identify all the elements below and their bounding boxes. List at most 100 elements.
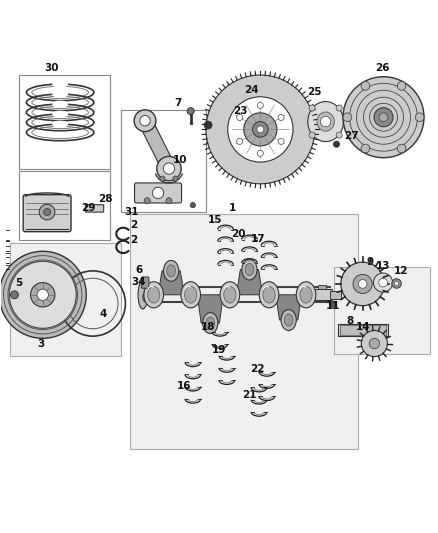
Polygon shape — [197, 295, 223, 323]
Text: 29: 29 — [81, 203, 95, 213]
Polygon shape — [158, 271, 184, 295]
Circle shape — [369, 338, 380, 349]
Bar — [121, 110, 206, 212]
Text: 30: 30 — [44, 63, 59, 74]
Bar — [330, 291, 341, 298]
Text: 13: 13 — [376, 261, 391, 271]
Circle shape — [257, 102, 263, 109]
Circle shape — [397, 144, 406, 153]
Bar — [318, 285, 326, 289]
Ellipse shape — [296, 282, 316, 308]
Circle shape — [152, 187, 164, 199]
Text: 34: 34 — [131, 277, 146, 287]
Ellipse shape — [181, 282, 201, 308]
Circle shape — [343, 77, 424, 158]
Circle shape — [341, 262, 385, 305]
Bar — [338, 324, 388, 336]
Ellipse shape — [242, 259, 257, 280]
Text: 9: 9 — [367, 257, 374, 267]
Polygon shape — [276, 295, 302, 320]
Circle shape — [333, 141, 339, 147]
Text: 23: 23 — [233, 106, 247, 116]
Bar — [19, 75, 110, 168]
Circle shape — [379, 113, 388, 122]
Circle shape — [9, 261, 76, 328]
Ellipse shape — [53, 92, 67, 96]
Text: 17: 17 — [251, 234, 265, 244]
Ellipse shape — [53, 102, 67, 107]
Wedge shape — [206, 75, 315, 184]
Ellipse shape — [284, 314, 293, 326]
Circle shape — [44, 208, 50, 215]
Ellipse shape — [245, 263, 254, 276]
Ellipse shape — [138, 281, 148, 309]
Text: 1: 1 — [229, 203, 236, 213]
Text: 14: 14 — [356, 322, 371, 333]
Circle shape — [160, 176, 165, 181]
Circle shape — [321, 116, 331, 127]
Circle shape — [361, 330, 388, 357]
Circle shape — [309, 105, 315, 111]
Circle shape — [39, 204, 55, 220]
Circle shape — [374, 273, 392, 292]
Bar — [19, 171, 110, 240]
Circle shape — [134, 110, 156, 132]
Text: 21: 21 — [242, 390, 257, 400]
Text: 31: 31 — [125, 207, 139, 217]
Text: 10: 10 — [173, 155, 187, 165]
Ellipse shape — [53, 112, 67, 116]
Text: 7: 7 — [174, 98, 181, 108]
Circle shape — [237, 139, 243, 144]
FancyBboxPatch shape — [141, 277, 149, 288]
Circle shape — [163, 163, 175, 174]
Text: 2: 2 — [131, 235, 138, 245]
Text: 15: 15 — [208, 215, 222, 225]
Circle shape — [257, 150, 263, 156]
Circle shape — [253, 122, 268, 137]
Ellipse shape — [163, 261, 179, 281]
Ellipse shape — [206, 317, 215, 329]
Circle shape — [11, 291, 18, 298]
Text: 11: 11 — [326, 301, 340, 311]
Text: 24: 24 — [244, 85, 259, 95]
Circle shape — [330, 301, 336, 308]
Ellipse shape — [148, 287, 160, 303]
Bar — [339, 325, 386, 335]
Circle shape — [336, 105, 342, 111]
Text: 6: 6 — [135, 265, 142, 275]
Circle shape — [278, 115, 284, 120]
Circle shape — [173, 176, 178, 181]
Circle shape — [0, 251, 86, 338]
Circle shape — [397, 82, 406, 90]
Circle shape — [361, 144, 370, 153]
Circle shape — [374, 108, 393, 127]
Circle shape — [379, 278, 388, 287]
Circle shape — [343, 113, 352, 122]
Ellipse shape — [53, 82, 67, 86]
Circle shape — [237, 115, 243, 120]
Ellipse shape — [220, 282, 240, 308]
Circle shape — [361, 82, 370, 90]
Circle shape — [37, 289, 48, 301]
Bar — [313, 289, 332, 301]
Text: 4: 4 — [100, 309, 107, 319]
Ellipse shape — [224, 287, 236, 303]
FancyBboxPatch shape — [85, 205, 104, 212]
Circle shape — [358, 279, 367, 288]
Ellipse shape — [263, 287, 275, 303]
Polygon shape — [237, 270, 262, 295]
Ellipse shape — [281, 310, 296, 330]
Polygon shape — [139, 118, 175, 172]
Circle shape — [353, 274, 372, 294]
Circle shape — [204, 121, 212, 129]
Polygon shape — [130, 214, 358, 449]
Circle shape — [166, 198, 172, 204]
Ellipse shape — [144, 282, 163, 308]
Ellipse shape — [300, 287, 312, 303]
Circle shape — [31, 282, 55, 307]
Ellipse shape — [203, 313, 218, 334]
Ellipse shape — [308, 102, 343, 142]
Text: 3: 3 — [37, 338, 44, 349]
Polygon shape — [334, 266, 430, 353]
Circle shape — [157, 156, 181, 181]
